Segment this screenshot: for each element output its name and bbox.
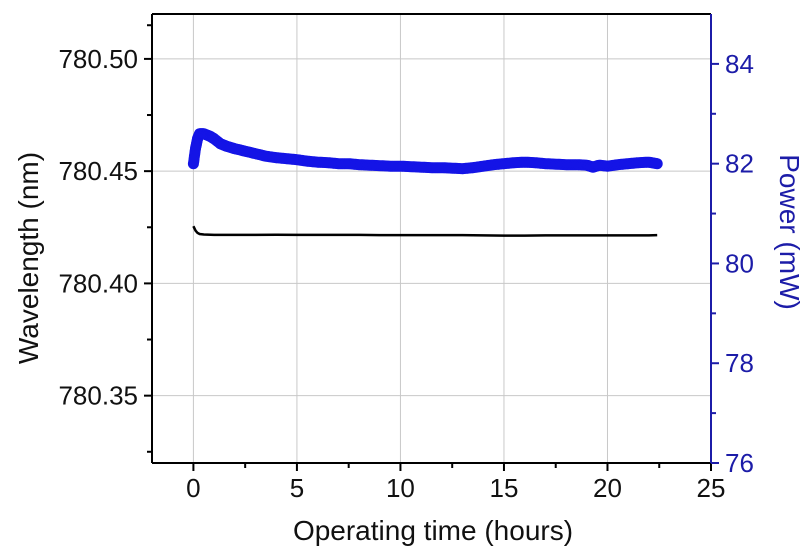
power-point bbox=[651, 158, 663, 170]
x-tick-label: 20 bbox=[593, 473, 622, 503]
series-layer bbox=[187, 128, 663, 237]
y-right-tick-label: 82 bbox=[725, 149, 754, 179]
y-axis-right-title: Power (mW) bbox=[774, 154, 805, 310]
y-left-tick-label: 780.40 bbox=[58, 268, 138, 298]
x-tick-label: 10 bbox=[386, 473, 415, 503]
ticks-layer: 0 5 10 15 20 25 780.35 780.40 780.45 780.50 76 78 80… bbox=[58, 24, 754, 503]
x-tick-label: 15 bbox=[490, 473, 519, 503]
y-axis-left-title: Wavelength (nm) bbox=[13, 152, 44, 364]
y-right-tick-label: 76 bbox=[725, 448, 754, 478]
y-left-tick-label: 780.50 bbox=[58, 44, 138, 74]
x-tick-label: 5 bbox=[290, 473, 304, 503]
y-left-tick-label: 780.45 bbox=[58, 156, 138, 186]
power-series bbox=[187, 128, 663, 175]
grid-layer bbox=[152, 14, 711, 463]
y-right-tick-label: 78 bbox=[725, 348, 754, 378]
wavelength-series-line bbox=[192, 225, 658, 237]
y-left-tick-label: 780.35 bbox=[58, 381, 138, 411]
x-axis-title: Operating time (hours) bbox=[293, 515, 573, 546]
y-right-tick-label: 80 bbox=[725, 248, 754, 278]
x-tick-label: 25 bbox=[697, 473, 726, 503]
y-right-tick-label: 84 bbox=[725, 49, 754, 79]
x-tick-label: 0 bbox=[186, 473, 200, 503]
